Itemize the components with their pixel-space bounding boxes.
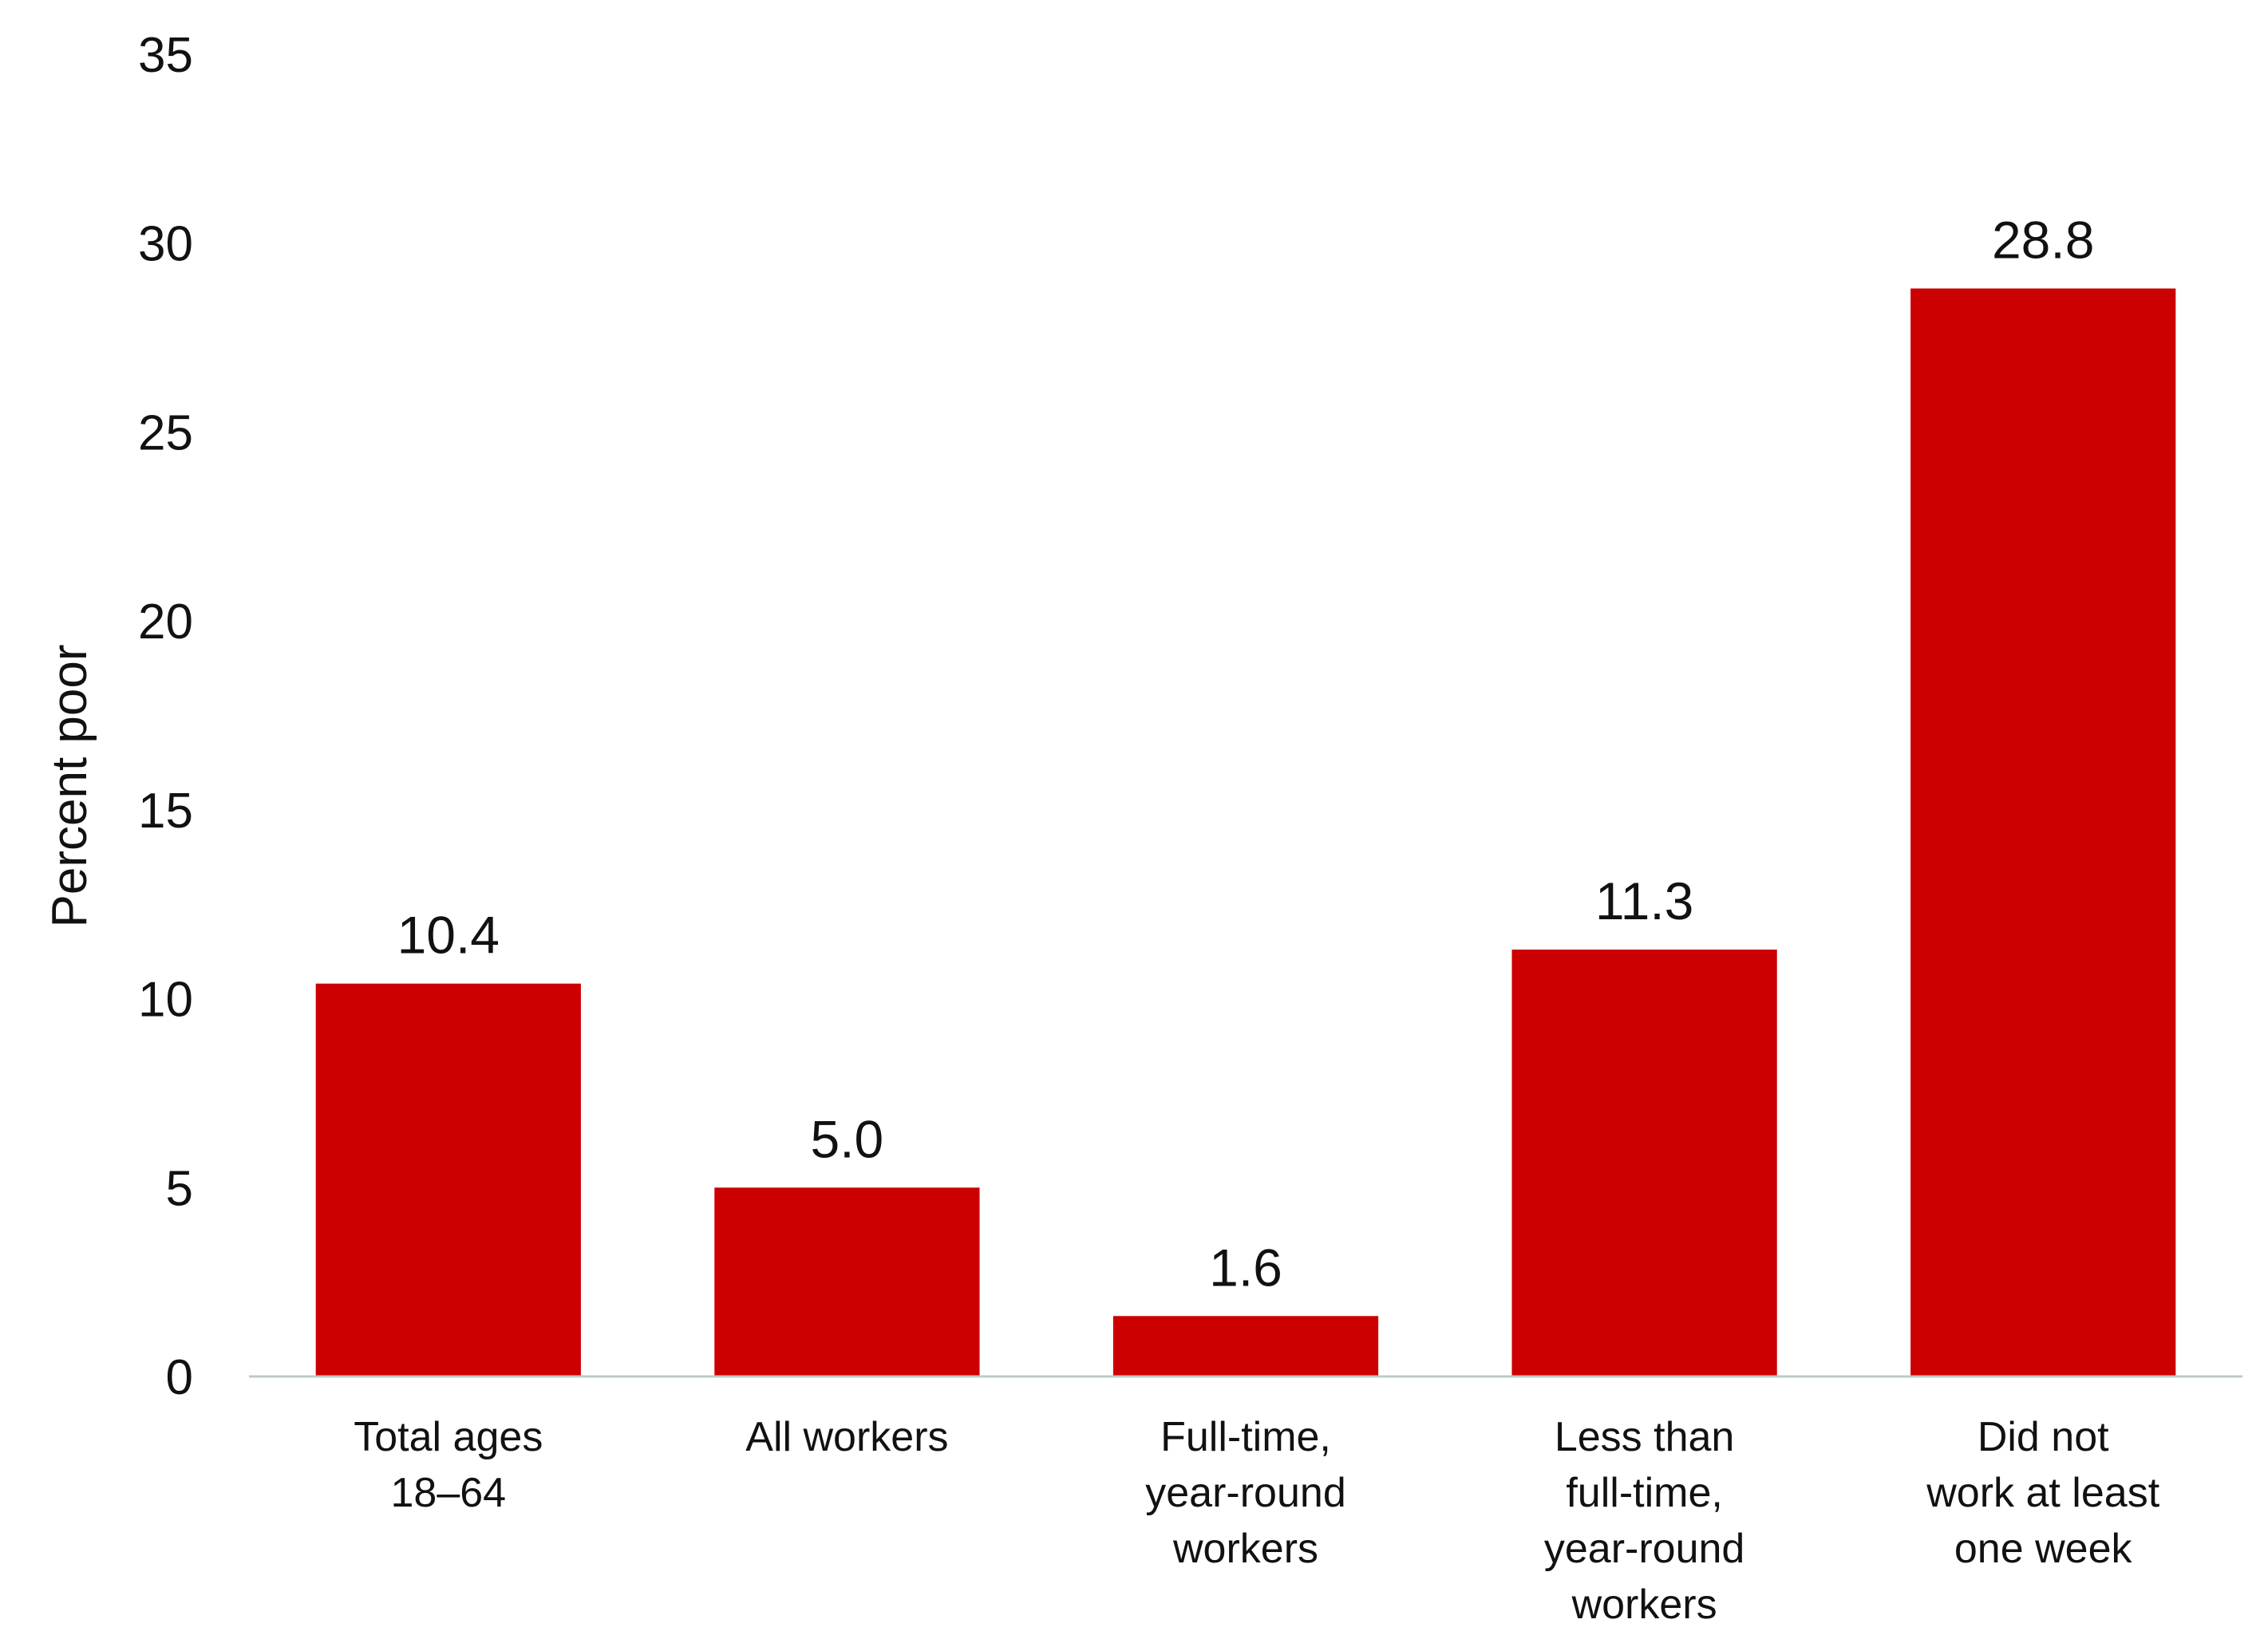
category-label-line: Less than: [1555, 1414, 1735, 1460]
y-tick-label: 5: [166, 1161, 193, 1216]
category-label-line: Full-time,: [1160, 1414, 1331, 1460]
category-label-line: workers: [1172, 1526, 1318, 1572]
bar-value-label: 28.8: [1992, 211, 2094, 270]
bars: [315, 288, 2176, 1376]
bar-value-label: 10.4: [397, 906, 500, 965]
category-label-line: All workers: [745, 1414, 948, 1460]
bar: [1910, 288, 2176, 1376]
category-label-line: work at least: [1926, 1470, 2159, 1516]
category-labels: Total ages 18–64 All workers Full-time, year…: [354, 1414, 2159, 1628]
category-label-line: 18–64: [390, 1470, 506, 1516]
bar-value-label: 5.0: [811, 1109, 884, 1168]
data-labels: 10.4 5.0 1.6 11.3 28.8: [397, 211, 2095, 1297]
y-tick-label: 25: [138, 405, 193, 460]
category-label-line: year-round: [1544, 1526, 1744, 1572]
category-label: Did not work at least one week: [1926, 1414, 2159, 1572]
bar-value-label: 11.3: [1595, 871, 1694, 930]
bar-value-label: 1.6: [1209, 1238, 1282, 1297]
category-label: Total ages 18–64: [354, 1414, 543, 1516]
category-label-line: Did not: [1978, 1414, 2109, 1460]
category-label-line: one week: [1954, 1526, 2133, 1572]
category-label-line: workers: [1571, 1582, 1717, 1628]
category-label-line: full-time,: [1566, 1470, 1722, 1516]
bar: [1511, 950, 1777, 1376]
y-axis-title: Percent poor: [42, 645, 97, 928]
y-tick-label: 0: [166, 1350, 193, 1405]
y-tick-label: 10: [138, 973, 193, 1028]
bar: [1112, 1316, 1379, 1376]
category-label-line: year-round: [1145, 1470, 1345, 1516]
y-tick-label: 15: [138, 784, 193, 839]
y-tick-label: 35: [138, 28, 193, 83]
bar: [315, 983, 581, 1376]
bar: [714, 1187, 980, 1376]
category-label: Full-time, year-round workers: [1145, 1414, 1345, 1572]
category-label: Less than full-time, year-round workers: [1544, 1414, 1744, 1628]
y-tick-label: 30: [138, 217, 193, 272]
category-label: All workers: [745, 1414, 948, 1460]
y-tick-label: 20: [138, 594, 193, 650]
y-axis-ticks: 0 5 10 15 20 25 30 35: [138, 28, 193, 1405]
category-label-line: Total ages: [354, 1414, 543, 1460]
